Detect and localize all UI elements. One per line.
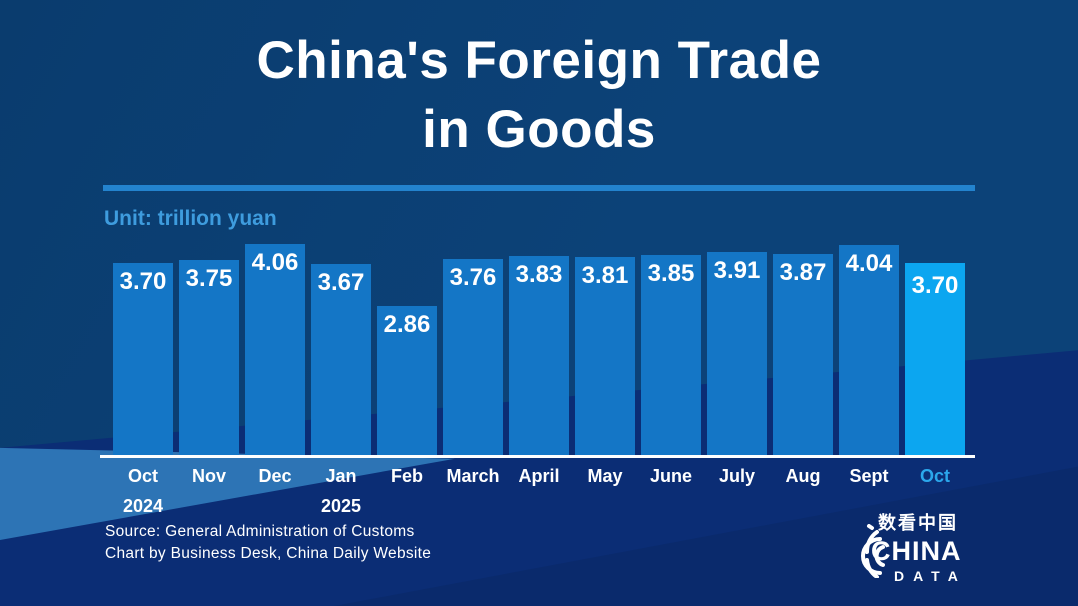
bar-value-label: 3.75 bbox=[185, 265, 233, 292]
x-axis-month-label: July bbox=[718, 466, 756, 486]
logo-cjk-text: 数看中国 bbox=[878, 513, 958, 533]
bar-value-label: 3.81 bbox=[581, 262, 629, 289]
x-axis-label-column: March bbox=[443, 466, 503, 517]
x-axis-labels: Oct 2024 Nov Dec Jan 2025 Feb March April May June… bbox=[100, 466, 975, 517]
bar: 3.83 bbox=[509, 256, 569, 455]
x-axis-label-column: June bbox=[641, 466, 701, 517]
bar-value-label: 3.70 bbox=[119, 268, 167, 295]
x-axis-label-column: Oct 2024 bbox=[113, 466, 173, 517]
bar-area: 3.70 3.75 4.06 3.67 2.86 3.76 3.83 3.81 3.85 3.91… bbox=[100, 240, 975, 455]
unit-label: Unit: trillion yuan bbox=[104, 207, 277, 230]
bar: 3.70 bbox=[113, 263, 173, 455]
source-line2: Chart by Business Desk, China Daily Webs… bbox=[105, 545, 432, 562]
logo-data-text: DATA bbox=[894, 568, 967, 584]
bar: 3.67 bbox=[311, 264, 371, 455]
x-axis-month-label: Feb bbox=[390, 466, 423, 486]
bar: 3.87 bbox=[773, 254, 833, 455]
x-axis-month-label: Oct bbox=[919, 466, 950, 486]
x-axis-month-label: Sept bbox=[849, 466, 889, 486]
x-axis-label-column: May bbox=[575, 466, 635, 517]
title-divider-line bbox=[103, 185, 975, 191]
x-axis-month-label: March bbox=[446, 466, 500, 486]
bar-value-label: 3.70 bbox=[911, 272, 959, 299]
source-line1: Source: General Administration of Custom… bbox=[105, 523, 415, 540]
bar-value-label: 3.83 bbox=[515, 261, 563, 288]
x-axis-month-label: Nov bbox=[191, 466, 226, 486]
logo-china-text: CHINA bbox=[871, 536, 962, 566]
bar-value-label: 3.76 bbox=[449, 264, 497, 291]
x-axis-year-label: 2024 bbox=[122, 496, 164, 516]
x-axis-month-label: Dec bbox=[258, 466, 292, 486]
x-axis-label-column: Nov bbox=[179, 466, 239, 517]
china-data-logo: 数看中国 CHINA DATA bbox=[854, 509, 986, 589]
x-axis-label-column: Sept bbox=[839, 466, 899, 517]
bar: 3.81 bbox=[575, 257, 635, 455]
x-axis-month-label: June bbox=[649, 466, 692, 486]
x-axis-label-column: Feb bbox=[377, 466, 437, 517]
bar: 2.86 bbox=[377, 306, 437, 455]
x-axis-month-label: Oct bbox=[127, 466, 158, 486]
page-title: China's Foreign Trade in Goods bbox=[0, 26, 1078, 164]
bar: 3.85 bbox=[641, 255, 701, 455]
bar: 3.76 bbox=[443, 259, 503, 455]
bar-value-label: 3.85 bbox=[647, 260, 695, 287]
bar: 4.06 bbox=[245, 244, 305, 455]
source-note: Source: General Administration of Custom… bbox=[105, 521, 431, 565]
bar: 3.75 bbox=[179, 260, 239, 455]
x-axis-label-column: Aug bbox=[773, 466, 833, 517]
x-axis-month-label: April bbox=[518, 466, 560, 486]
logo-arcs-icon bbox=[861, 524, 885, 578]
bar-value-label: 3.87 bbox=[779, 259, 827, 286]
bar: 3.91 bbox=[707, 252, 767, 455]
x-axis-label-column: Jan 2025 bbox=[311, 466, 371, 517]
x-axis-month-label: Jan bbox=[325, 466, 357, 486]
bar-value-label: 3.91 bbox=[713, 257, 761, 284]
bar-value-label: 4.04 bbox=[845, 250, 893, 277]
x-axis-label-column: July bbox=[707, 466, 767, 517]
bar-value-label: 3.67 bbox=[317, 269, 365, 296]
bar-value-label: 4.06 bbox=[251, 249, 299, 276]
x-axis-month-label: May bbox=[587, 466, 623, 486]
page-title-line1: China's Foreign Trade bbox=[256, 31, 822, 90]
x-axis-label-column: April bbox=[509, 466, 569, 517]
page-title-line2: in Goods bbox=[422, 100, 656, 159]
x-axis-line bbox=[100, 455, 975, 458]
bar-highlighted: 3.70 bbox=[905, 263, 965, 455]
x-axis-year-label: 2025 bbox=[320, 496, 362, 516]
bar-value-label: 2.86 bbox=[383, 311, 431, 338]
x-axis-label-column: Dec bbox=[245, 466, 305, 517]
bar-chart: 3.70 3.75 4.06 3.67 2.86 3.76 3.83 3.81 3.85 3.91… bbox=[100, 240, 975, 517]
bar: 4.04 bbox=[839, 245, 899, 455]
x-axis-label-column: Oct bbox=[905, 466, 965, 517]
x-axis-month-label: Aug bbox=[785, 466, 821, 486]
